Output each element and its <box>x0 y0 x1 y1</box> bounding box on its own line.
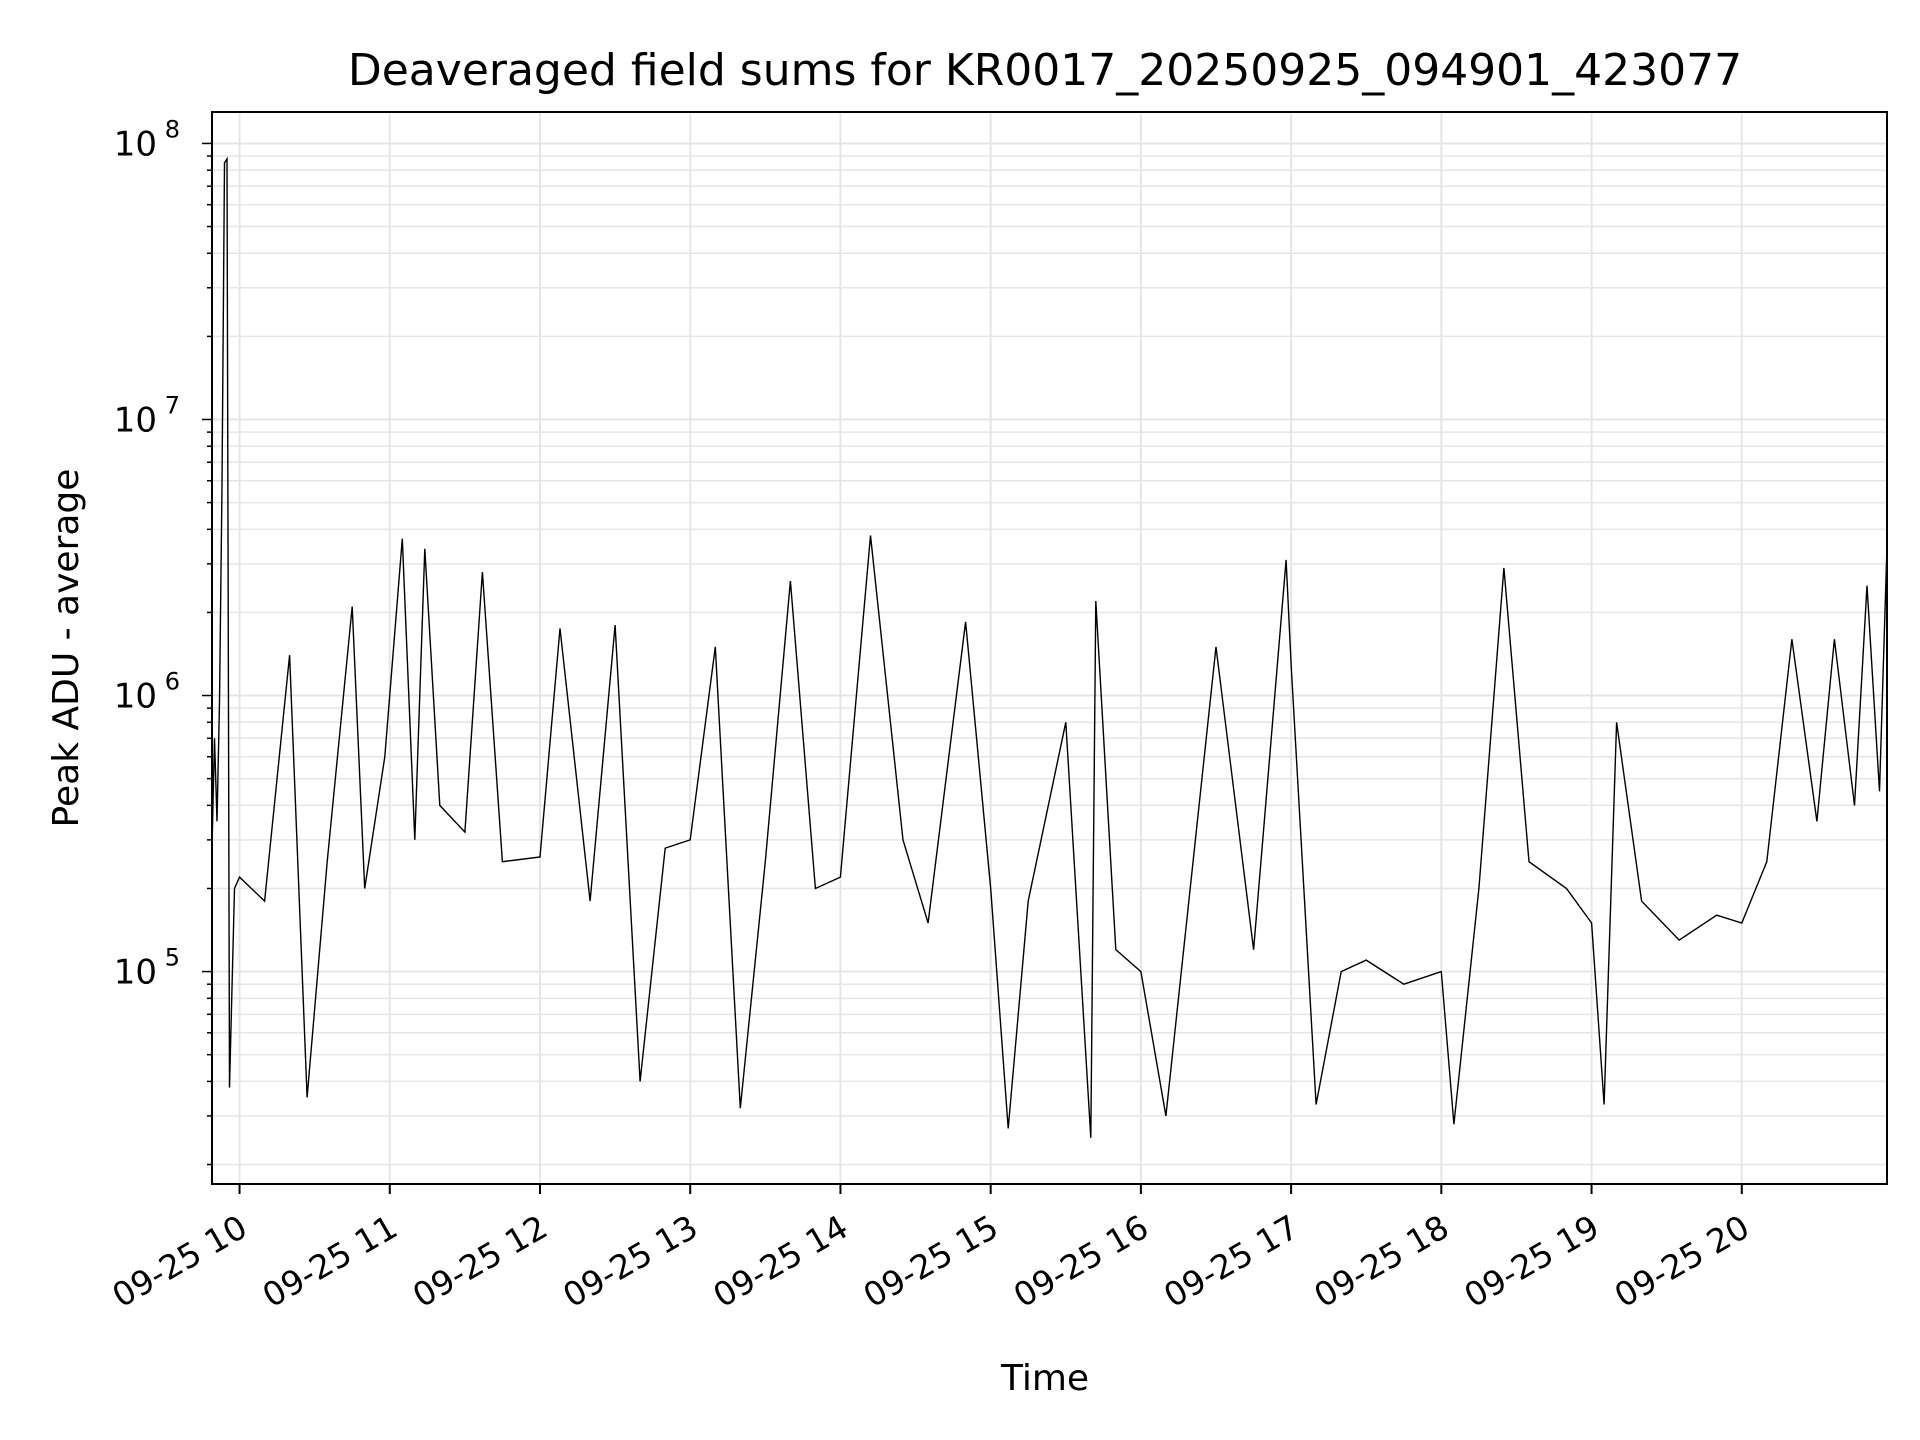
plot-frame <box>211 111 1888 1185</box>
series-layer <box>211 156 1888 1138</box>
y-tick-label: 10 <box>114 124 157 164</box>
y-tick-exponent: 8 <box>165 115 180 143</box>
y-tick-exponent: 5 <box>165 944 180 972</box>
y-tick-label: 10 <box>114 677 157 717</box>
chart-title: Deaveraged field sums for KR0017_2025092… <box>348 45 1742 96</box>
y-axis-label: Peak ADU - average <box>46 469 87 828</box>
x-axis-label: Time <box>1000 1358 1089 1399</box>
y-tick-label: 10 <box>114 953 157 993</box>
y-tick-label: 10 <box>114 400 157 440</box>
grid <box>212 112 1887 1184</box>
series-line <box>211 156 1888 1138</box>
y-tick-exponent: 7 <box>165 391 180 419</box>
y-tick-exponent: 6 <box>165 668 180 696</box>
